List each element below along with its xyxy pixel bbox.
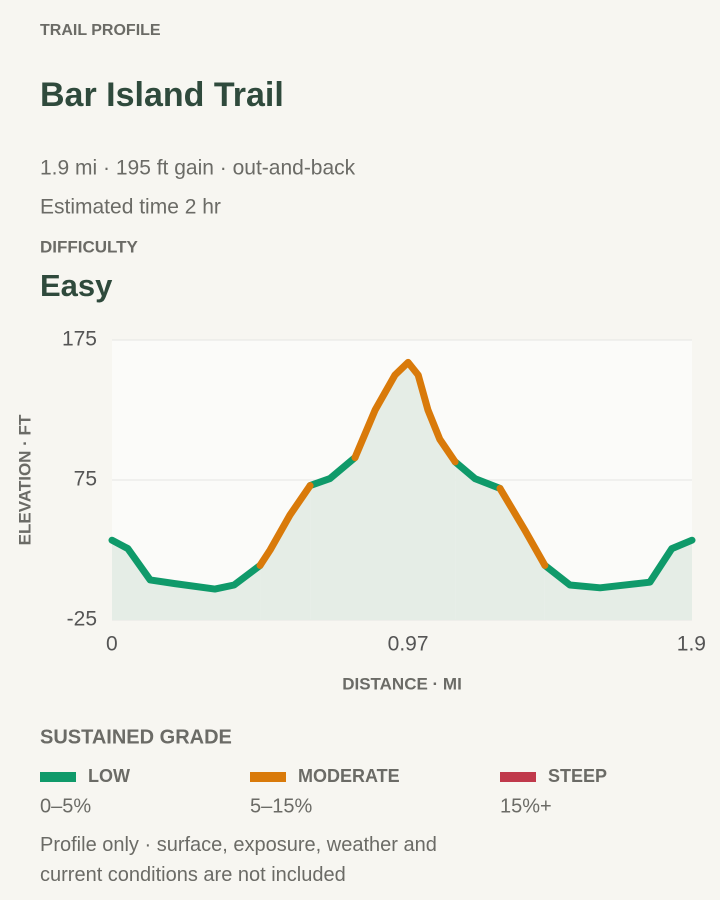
y-tick-label: 175 bbox=[62, 328, 97, 351]
profile-area bbox=[112, 457, 692, 620]
x-tick-label: 0 bbox=[106, 633, 118, 656]
trail-title: Bar Island Trail bbox=[40, 76, 284, 114]
legend-label: MODERATE bbox=[298, 766, 400, 786]
time: Estimated time 2 hr bbox=[40, 196, 221, 219]
x-axis-label: DISTANCE · MI bbox=[342, 674, 462, 693]
legend-swatch bbox=[500, 772, 536, 782]
difficulty-label: DIFFICULTY bbox=[40, 237, 139, 256]
difficulty: Easy bbox=[40, 268, 113, 303]
eyebrow: TRAIL PROFILE bbox=[40, 22, 161, 39]
legend-swatch bbox=[250, 772, 286, 782]
legend-swatch bbox=[40, 772, 76, 782]
footnote: Profile only · surface, exposure, weathe… bbox=[40, 834, 437, 886]
profile-line bbox=[256, 358, 549, 569]
profile-line bbox=[108, 454, 696, 593]
legend-range: 15%+ bbox=[500, 795, 552, 817]
x-tick-label: 0.97 bbox=[388, 633, 429, 656]
y-tick-label: 75 bbox=[74, 468, 97, 491]
summary: 1.9 mi · 195 ft gain · out-and-back bbox=[40, 157, 356, 180]
y-tick-label: -25 bbox=[67, 608, 97, 631]
legend-label: STEEP bbox=[548, 766, 607, 786]
legend-range: 5–15% bbox=[250, 795, 312, 817]
legend-label: LOW bbox=[88, 766, 130, 786]
legend-title: SUSTAINED GRADE bbox=[40, 726, 232, 748]
legend-range: 0–5% bbox=[40, 795, 91, 817]
x-tick-label: 1.9 bbox=[677, 633, 706, 656]
profile-area bbox=[260, 362, 545, 620]
y-axis-label: ELEVATION · FT bbox=[15, 414, 34, 545]
